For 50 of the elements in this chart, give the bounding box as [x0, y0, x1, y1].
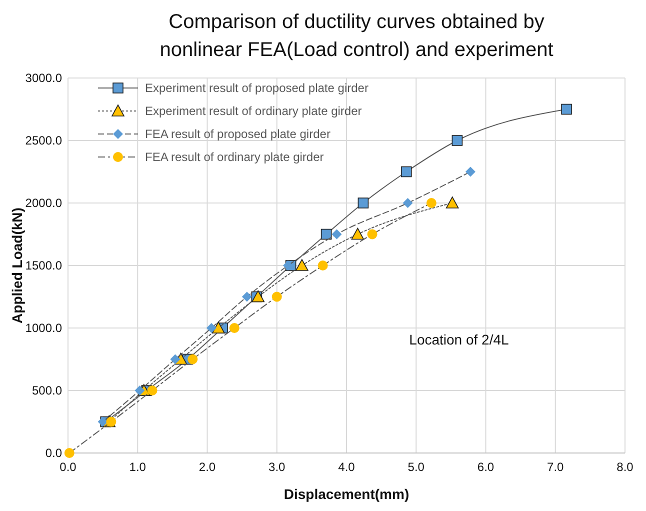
legend-label: Experiment result of proposed plate girder [145, 81, 368, 95]
point [452, 135, 463, 146]
point [320, 228, 332, 240]
point [426, 198, 436, 208]
y-tick-label: 2500.0 [25, 134, 62, 148]
y-axis-title: Applied Load(kN) [9, 208, 25, 324]
x-tick-label: 6.0 [477, 460, 494, 474]
point [446, 196, 459, 208]
point [296, 259, 308, 271]
x-tick-label: 5.0 [408, 460, 425, 474]
x-tick-label: 8.0 [616, 460, 634, 474]
point [402, 198, 413, 208]
point [332, 229, 342, 240]
point [561, 104, 572, 115]
x-tick-label: 7.0 [547, 460, 564, 474]
x-tick-label: 3.0 [268, 460, 286, 474]
point [147, 386, 158, 396]
point [351, 228, 364, 240]
legend-label: FEA result of ordinary plate girder [145, 150, 324, 164]
y-tick-label: 500.0 [32, 384, 62, 398]
x-tick-label: 0.0 [60, 460, 77, 474]
point [212, 322, 225, 334]
y-tick-label: 2000.0 [25, 196, 62, 210]
point [188, 354, 198, 364]
point [134, 386, 145, 396]
y-tick-label: 1000.0 [25, 321, 62, 335]
y-tick-label: 1500.0 [25, 258, 62, 272]
point [367, 229, 378, 240]
point [272, 292, 282, 302]
x-axis-title: Displacement(mm) [284, 486, 410, 502]
y-tick-label: 3000.0 [25, 71, 62, 85]
point [170, 354, 180, 364]
point [98, 416, 108, 427]
y-tick-label: 0.0 [45, 446, 62, 460]
point [465, 166, 476, 177]
x-tick-label: 4.0 [338, 460, 356, 474]
point [229, 323, 240, 333]
point [64, 448, 74, 458]
point [206, 323, 216, 333]
x-tick-label: 2.0 [198, 460, 216, 474]
legend-label: FEA result of proposed plate girder [145, 127, 330, 141]
annotation: Location of 2/4L [409, 331, 510, 348]
legend-label: Experiment result of ordinary plate girder [145, 104, 362, 118]
point [242, 292, 252, 302]
point [400, 166, 412, 178]
point [358, 198, 369, 208]
point [318, 260, 328, 270]
point [106, 416, 116, 427]
chart-title: Comparison of ductility curves obtained by nonlinear FEA(Load control) and experiment [160, 11, 554, 61]
x-tick-label: 1.0 [129, 460, 146, 474]
